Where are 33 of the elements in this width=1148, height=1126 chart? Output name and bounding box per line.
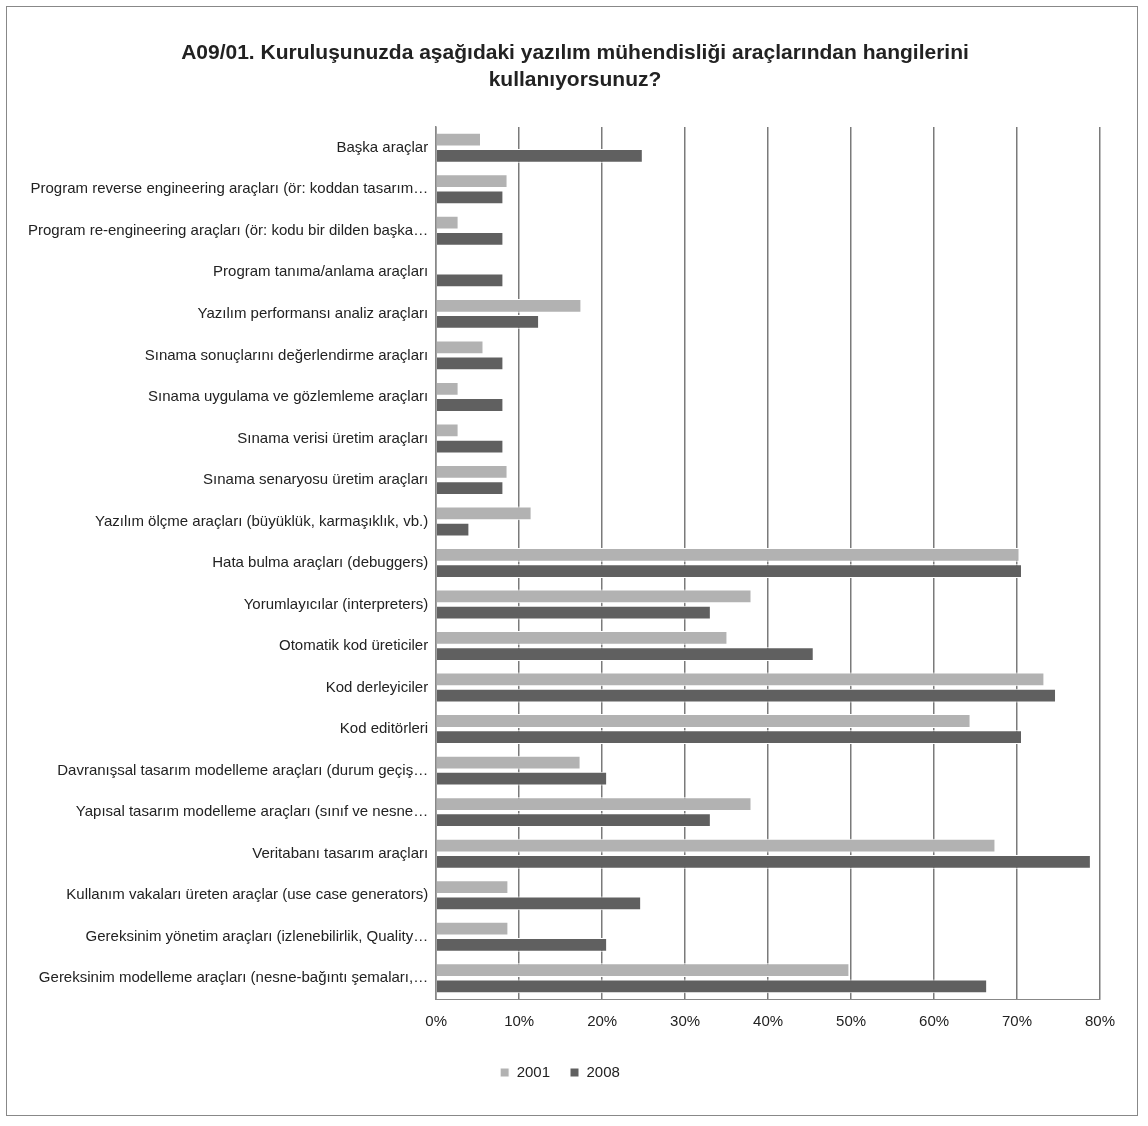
x-tick-label: 40% [753, 1012, 784, 1030]
x-tick-label: 60% [919, 1012, 950, 1030]
y-tick-label: Başka araçlar [336, 137, 429, 155]
x-tick-label: 0% [425, 1012, 448, 1030]
x-tick-label: 50% [836, 1012, 867, 1030]
y-tick-label: Gereksinim yönetim araçları (izlenebilirlik, Quality… [85, 926, 429, 944]
y-tick-label: Yazılım ölçme araçları (büyüklük, karmaşıklık, vb.) [95, 511, 429, 529]
y-tick-label: Kod derleyiciler [325, 677, 429, 695]
y-tick-label: Program tanıma/anlama araçları [213, 262, 429, 280]
y-tick-label: Sınama senaryosu üretim araçları [203, 470, 429, 488]
y-tick-label: Kullanım vakaları üreten araçlar (use case generators) [66, 885, 429, 903]
x-tick-label: 70% [1002, 1012, 1033, 1030]
y-tick-label: Program reverse engineering araçları (ör: koddan tasarım… [30, 179, 429, 197]
y-tick-label: Otomatik kod üreticiler [278, 636, 429, 654]
x-tick-label: 30% [670, 1012, 701, 1030]
y-tick-label: Sınama verisi üretim araçları [237, 428, 429, 446]
y-tick-label: Sınama sonuçlarını değerlendirme araçları [144, 345, 429, 363]
y-tick-label: Yorumlayıcılar (interpreters) [243, 594, 429, 612]
y-tick-label: Kod editörleri [339, 719, 429, 737]
y-tick-label: Hata bulma araçları (debuggers) [212, 553, 429, 571]
legend-label: 2001 [516, 1062, 551, 1080]
y-tick-label: Gereksinim modelleme araçları (nesne-bağıntı şemaları,… [38, 968, 429, 986]
x-tick-label: 10% [504, 1012, 535, 1030]
y-tick-label: Sınama uygulama ve gözlemleme araçları [148, 387, 429, 405]
x-tick-label: 20% [587, 1012, 618, 1030]
y-tick-label: Yazılım performansı analiz araçları [197, 304, 429, 321]
y-tick-label: Davranışsal tasarım modelleme araçları (durum geçiş… [57, 760, 429, 778]
y-tick-label: Yapısal tasarım modelleme araçları (sınıf ve nesne… [75, 802, 429, 820]
y-tick-label: Program re-engineering araçları (ör: kodu bir dilden başka… [27, 220, 429, 238]
chart-title: A09/01. Kuruluşunuzda aşağıdaki yazılım mühendisliği araçlarından hangilerini kullanıyorsunuz? [180, 39, 970, 92]
x-tick-label: 80% [1084, 1012, 1116, 1030]
y-tick-label: Veritabanı tasarım araçları [252, 843, 429, 861]
legend-label: 2008 [586, 1062, 620, 1080]
